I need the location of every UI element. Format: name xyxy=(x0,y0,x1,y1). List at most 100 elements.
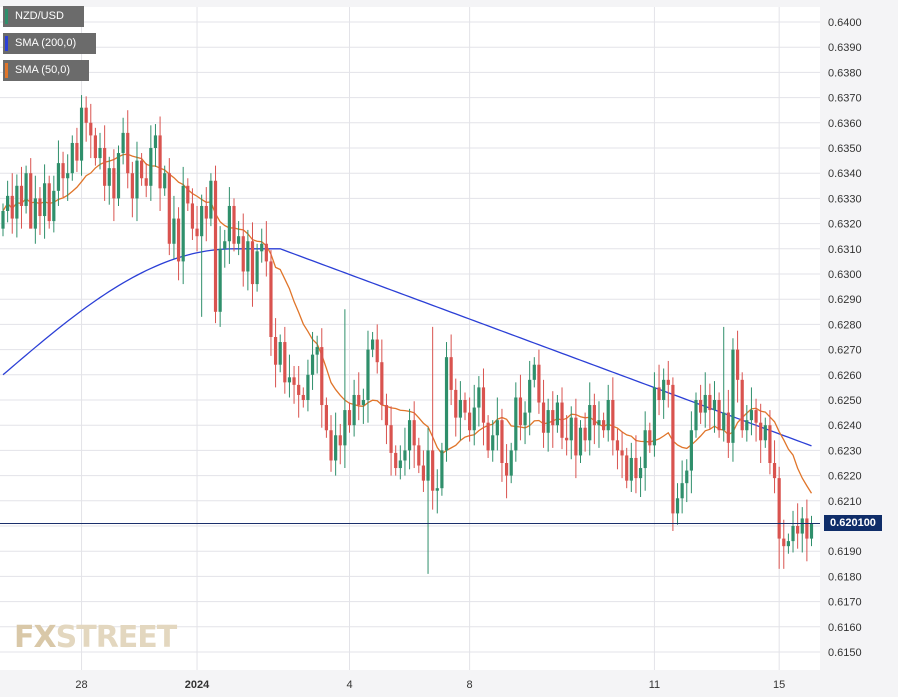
candle-body xyxy=(140,160,144,179)
candle-body xyxy=(301,394,305,400)
y-tick-label: 0.6290 xyxy=(828,294,862,306)
y-tick-label: 0.6190 xyxy=(828,546,862,558)
x-tick-label: 11 xyxy=(649,679,660,691)
candle-body xyxy=(431,450,435,491)
legend-instrument[interactable]: NZD/USD xyxy=(3,6,84,27)
candle-body xyxy=(75,142,79,161)
candle-body xyxy=(426,450,430,481)
y-tick-label: 0.6260 xyxy=(828,370,862,382)
candle-body xyxy=(541,402,546,433)
candle-body xyxy=(648,430,652,446)
candle-body xyxy=(486,422,490,451)
candle-body xyxy=(440,450,444,489)
y-tick-label: 0.6370 xyxy=(828,93,862,105)
candle-body xyxy=(283,342,287,383)
candle-body xyxy=(472,407,476,431)
candle-body xyxy=(569,417,573,441)
candle-body xyxy=(103,148,107,186)
candle-body xyxy=(195,228,199,237)
candle-body xyxy=(338,435,342,446)
legend-instrument-label: NZD/USD xyxy=(15,10,64,22)
candle-body xyxy=(671,384,675,514)
candle-body xyxy=(24,173,28,206)
candle-body xyxy=(384,405,389,426)
candle-body xyxy=(615,440,620,451)
legend-sma-200[interactable]: SMA (200,0) xyxy=(3,33,96,54)
candle-body xyxy=(112,168,116,199)
candle-body xyxy=(435,488,439,491)
y-tick-label: 0.6300 xyxy=(828,269,862,281)
y-tick-label: 0.6350 xyxy=(828,143,862,155)
candle-body xyxy=(149,148,153,186)
y-tick-label: 0.6150 xyxy=(828,647,862,659)
candle-body xyxy=(315,347,319,355)
candle-body xyxy=(454,389,458,418)
candle-body xyxy=(749,410,754,421)
sma-200-polyline xyxy=(2,248,812,447)
candle-body xyxy=(578,427,583,456)
candle-body xyxy=(689,430,693,471)
candle-body xyxy=(772,463,777,479)
candle-body xyxy=(389,425,393,453)
candle-body xyxy=(514,397,518,451)
y-tick-label: 0.6170 xyxy=(828,597,862,609)
candle-body xyxy=(255,251,259,285)
candle-body xyxy=(403,450,407,461)
candle-body xyxy=(84,107,88,123)
y-axis-labels: 0.61500.61600.61700.61800.61900.62000.62… xyxy=(828,17,862,659)
candle-body xyxy=(287,377,292,383)
candle-body xyxy=(371,339,375,350)
candle-body xyxy=(121,132,125,154)
candle-body xyxy=(273,337,278,365)
candle-body xyxy=(528,379,532,413)
candle-body xyxy=(324,405,328,431)
candle-body xyxy=(699,400,703,413)
plot-area xyxy=(0,7,820,670)
sma-200-line xyxy=(2,248,812,447)
candle-body xyxy=(38,198,42,217)
candle-body xyxy=(47,183,51,222)
candle-body xyxy=(163,173,167,189)
candle-body xyxy=(357,394,361,406)
legend-sma-50[interactable]: SMA (50,0) xyxy=(3,60,89,81)
candle-body xyxy=(652,387,657,446)
y-tick-label: 0.6160 xyxy=(828,622,862,634)
candle-body xyxy=(412,420,416,446)
instrument-swatch xyxy=(5,9,8,24)
x-tick-label: 15 xyxy=(773,679,785,691)
y-tick-label: 0.6230 xyxy=(828,445,862,457)
grid-lines xyxy=(0,7,820,670)
candle-body xyxy=(662,379,666,400)
candle-body xyxy=(297,384,301,395)
candle-body xyxy=(477,387,481,408)
candle-body xyxy=(745,420,749,431)
candle-body xyxy=(29,173,33,229)
candle-body xyxy=(786,541,790,547)
candle-body xyxy=(565,437,569,441)
candle-body xyxy=(153,135,158,148)
candle-body xyxy=(777,478,781,539)
candle-body xyxy=(407,420,412,451)
y-tick-label: 0.6380 xyxy=(828,67,862,79)
candle-body xyxy=(791,526,795,542)
candle-body xyxy=(708,394,712,411)
candle-body xyxy=(98,148,102,159)
candle-body xyxy=(694,400,698,431)
candle-body xyxy=(629,457,633,481)
candle-body xyxy=(33,198,37,229)
y-tick-label: 0.6280 xyxy=(828,319,862,331)
sma-200-swatch xyxy=(5,36,8,51)
candle-body xyxy=(634,457,638,479)
current-price-tag: 0.620100 xyxy=(824,515,882,531)
candle-body xyxy=(491,435,495,451)
candle-body xyxy=(61,163,65,179)
candle-body xyxy=(588,405,592,441)
candle-body xyxy=(805,518,809,539)
candle-body xyxy=(606,400,610,431)
y-tick-label: 0.6240 xyxy=(828,420,862,432)
candle-body xyxy=(66,173,70,179)
y-tick-label: 0.6310 xyxy=(828,244,862,256)
candle-body xyxy=(394,452,398,469)
candle-body xyxy=(800,518,804,534)
